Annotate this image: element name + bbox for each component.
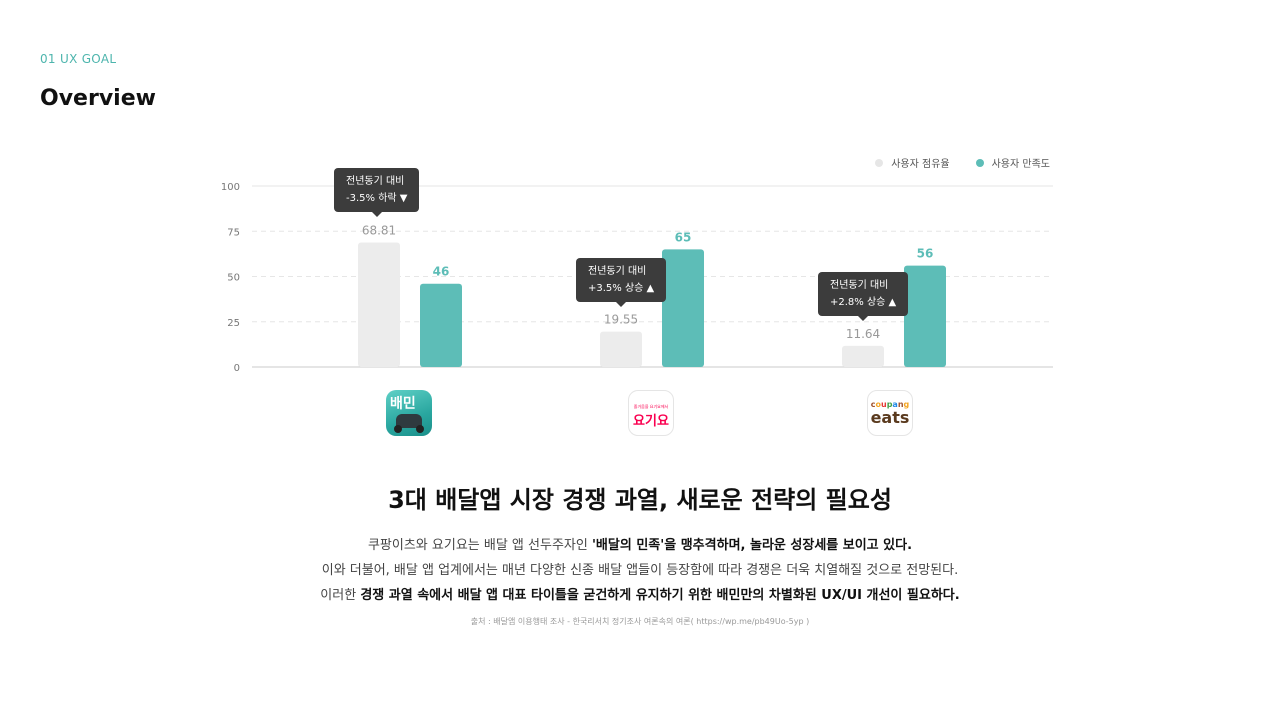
bar-share: [600, 331, 642, 367]
data-label: 68.81: [362, 223, 396, 237]
data-label: 56: [917, 247, 934, 261]
wheel-shape: [394, 425, 402, 433]
coupang-letter: u: [880, 400, 887, 409]
change-tooltip: 전년동기 대비 +3.5% 상승 ▲: [576, 257, 667, 307]
bar-chart: 0 25 50 75 100 68.81 46 19.55 65 11.64 56: [221, 182, 1053, 374]
coupang-icon-wordmark: coupang: [868, 400, 912, 409]
y-tick-label: 100: [221, 182, 240, 193]
coupang-icon-text: eats: [870, 408, 910, 427]
body-text: 쿠팡이츠와 요기요는 배달 앱 선두주자인 '배달의 민족'을 맹추격하며, 놀…: [0, 533, 1280, 608]
baemin-icon-text: 배민: [390, 396, 416, 412]
body-line-3-plain: 이러한: [320, 588, 361, 603]
body-line-3: 이러한 경쟁 과열 속에서 배달 앱 대표 타이틀을 굳건하게 유지하기 위한 …: [0, 583, 1280, 608]
y-tick-label: 50: [227, 273, 240, 284]
change-tooltip: 전년동기 대비 +2.8% 상승 ▲: [818, 271, 909, 321]
legend-item-satisfaction: 사용자 만족도: [975, 155, 1050, 170]
y-tick-label: 25: [227, 318, 240, 329]
tooltip-line: 전년동기 대비: [830, 279, 889, 291]
coupang-letter: o: [875, 400, 881, 409]
body-line-1-plain: 쿠팡이츠와 요기요는 배달 앱 선두주자인: [367, 538, 592, 553]
tooltip-line: 전년동기 대비: [588, 265, 647, 277]
tooltip-change-value: +3.5% 상승 ▲: [588, 282, 655, 294]
wheel-shape: [416, 425, 424, 433]
rider-shape: [396, 414, 422, 428]
body-line-2: 이와 더불어, 배달 앱 업계에서는 매년 다양한 신종 배달 앱들이 등장함에…: [321, 563, 959, 578]
body-line-1-bold: '배달의 민족'을 맹추격하며, 놀라운 성장세를 보이고 있다.: [591, 538, 913, 553]
coupang-letter: p: [886, 400, 893, 409]
data-label: 11.64: [846, 327, 880, 341]
tooltip-change-value: -3.5% 하락 ▼: [346, 193, 408, 205]
yogiyo-icon-tagline: 즐거움을 요기요에서: [633, 404, 669, 409]
tooltip-line: 전년동기 대비: [346, 176, 405, 188]
legend-label-share: 사용자 점유율: [891, 159, 950, 170]
data-label: 46: [433, 265, 450, 279]
bar-share: [842, 345, 884, 367]
yogiyo-app-icon: 즐거움을 요기요에서 요기요: [628, 390, 674, 436]
baemin-app-icon: 배민: [386, 390, 432, 436]
data-label: 19.55: [604, 313, 638, 327]
legend-dot-share: [875, 158, 884, 167]
bar-satisfaction: [662, 249, 704, 367]
legend-item-share: 사용자 점유율: [875, 155, 950, 170]
change-tooltip: 전년동기 대비 -3.5% 하락 ▼: [334, 168, 420, 218]
bar-satisfaction: [420, 283, 462, 367]
y-tick-label: 0: [234, 363, 240, 374]
body-line-1: 쿠팡이츠와 요기요는 배달 앱 선두주자인 '배달의 민족'을 맹추격하며, 놀…: [0, 533, 1280, 558]
coupang-letter: n: [897, 400, 904, 409]
coupang-letter: a: [892, 400, 898, 409]
legend-dot-satisfaction: [975, 158, 984, 167]
legend-label-satisfaction: 사용자 만족도: [991, 159, 1050, 170]
headline: 3대 배달앱 시장 경쟁 과열, 새로운 전략의 필요성: [388, 486, 892, 514]
section-label: 01 UX GOAL: [40, 52, 117, 66]
source-note: 출처 : 배달앱 이용행태 조사 - 한국리서치 정기조사 여론속의 여론( h…: [470, 617, 810, 626]
coupang-letter: c: [870, 400, 876, 409]
body-line-3-bold: 경쟁 과열 속에서 배달 앱 대표 타이틀을 굳건하게 유지하기 위한 배민만의…: [360, 588, 960, 603]
chart-legend: 사용자 점유율 사용자 만족도: [875, 155, 1050, 170]
bar-share: [358, 242, 400, 367]
y-tick-label: 75: [227, 227, 240, 238]
data-label: 65: [675, 230, 692, 244]
coupang-eats-app-icon: coupang eats: [867, 390, 913, 436]
page-title: Overview: [40, 86, 156, 111]
yogiyo-icon-text: 요기요: [633, 414, 669, 429]
coupang-letter: g: [903, 400, 910, 409]
tooltip-change-value: +2.8% 상승 ▲: [830, 296, 897, 308]
bar-satisfaction: [904, 265, 946, 367]
